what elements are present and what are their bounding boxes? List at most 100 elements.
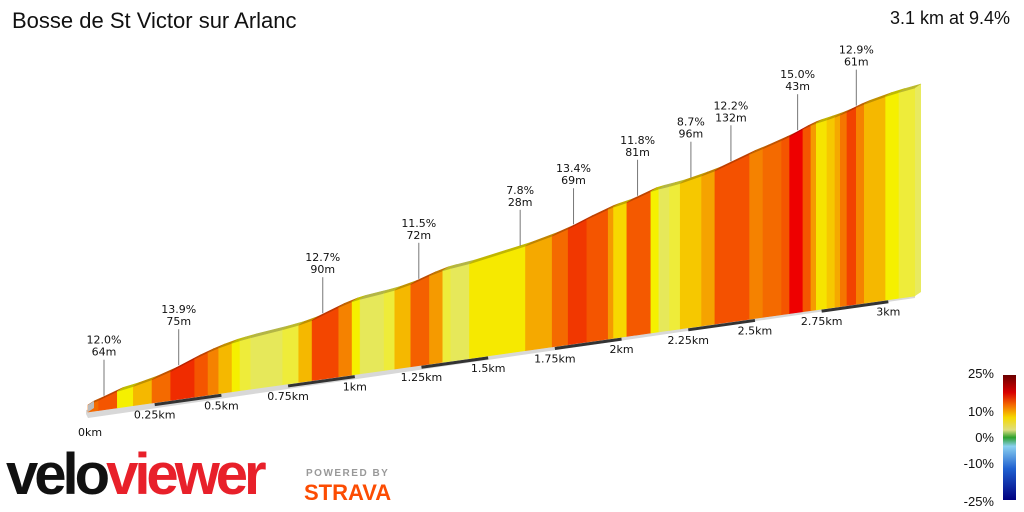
gradient-segment	[781, 136, 790, 316]
gradient-segment	[826, 116, 836, 309]
legend-label: 0%	[975, 430, 994, 445]
gradient-segment	[98, 390, 118, 411]
gradient-segment	[359, 292, 385, 375]
gradient-segment	[626, 191, 652, 337]
annotation-length: 96m	[679, 128, 704, 141]
x-tick-label: 1.25km	[401, 371, 443, 384]
gradient-segment	[856, 103, 865, 305]
x-tick-label: 3km	[876, 306, 900, 319]
gradient-segment	[207, 347, 220, 396]
gradient-segment	[239, 337, 252, 392]
gradient-segment	[669, 183, 681, 331]
gradient-segment	[815, 119, 828, 311]
annotation-gradient: 12.9%	[839, 44, 874, 57]
x-tick-label: 1.75km	[534, 353, 576, 366]
distance-band	[421, 356, 489, 369]
x-tick-label: 0km	[78, 426, 102, 439]
annotation-gradient: 7.8%	[506, 184, 534, 197]
profile-start-face	[88, 401, 94, 412]
annotation-gradient: 13.9%	[161, 303, 196, 316]
distance-band	[821, 300, 889, 313]
annotation-gradient: 13.4%	[556, 162, 591, 175]
gradient-segment	[802, 124, 812, 313]
gradient-segment	[898, 87, 916, 299]
legend-label: -10%	[963, 456, 994, 471]
gradient-segment	[383, 289, 396, 371]
gradient-segment	[250, 329, 284, 390]
gradient-segment	[218, 342, 233, 395]
gradient-segment	[613, 202, 628, 339]
gradient-segment	[551, 228, 569, 348]
gradient-segment	[469, 245, 526, 359]
gradient-segment	[679, 175, 702, 330]
annotation-gradient: 8.7%	[677, 116, 705, 129]
gradient-segment	[650, 188, 660, 334]
distance-band	[154, 393, 222, 407]
gradient-segment	[429, 270, 444, 365]
gradient-segment	[607, 206, 614, 340]
gradient-segment	[231, 340, 241, 393]
gradient-segment	[450, 263, 470, 362]
gradient-segment	[442, 268, 452, 363]
annotation-length: 132m	[715, 111, 747, 124]
annotation-length: 43m	[785, 80, 810, 93]
x-tick-label: 2.25km	[667, 334, 709, 347]
annotation-gradient: 12.0%	[87, 334, 122, 347]
gradient-segment	[658, 186, 670, 333]
gradient-segment	[864, 96, 886, 304]
gradient-segment	[762, 139, 782, 318]
gradient-segment	[834, 114, 841, 308]
gradient-segment	[846, 107, 857, 306]
annotation-length: 69m	[561, 174, 586, 187]
annotation-gradient: 11.5%	[401, 217, 436, 230]
gradient-segment	[410, 275, 430, 368]
annotation-gradient: 11.8%	[620, 134, 655, 147]
gradient-segment	[567, 218, 588, 345]
distance-band	[688, 318, 756, 332]
annotation-gradient: 15.0%	[780, 68, 815, 81]
gradient-segment	[714, 153, 750, 325]
distance-band	[287, 375, 355, 388]
x-tick-label: 1km	[343, 381, 367, 394]
profile-end-face	[915, 84, 921, 296]
annotation-length: 61m	[844, 56, 869, 69]
logo-text-viewer: viewer	[106, 442, 267, 507]
gradient-segment	[282, 324, 300, 386]
gradient-segment	[789, 128, 804, 314]
annotation-length: 72m	[406, 229, 431, 242]
powered-by-label: POWERED BY	[306, 468, 390, 479]
x-tick-label: 0.75km	[267, 390, 309, 403]
x-tick-label: 0.5km	[204, 399, 239, 412]
veloviewer-logo[interactable]: veloviewer	[6, 446, 267, 504]
gradient-segment	[525, 235, 553, 351]
x-tick-label: 2.5km	[738, 324, 773, 337]
climb-title: Bosse de St Victor sur Arlanc	[12, 8, 297, 33]
x-tick-label: 0.25km	[134, 409, 176, 422]
gradient-segment	[194, 352, 209, 398]
gradient-segment	[885, 92, 900, 301]
strava-logo[interactable]: STRAVA	[304, 480, 392, 505]
x-tick-label: 2km	[610, 343, 634, 356]
logo-text-velo: velo	[6, 442, 110, 507]
gradient-segment	[749, 148, 764, 320]
annotation-length: 90m	[310, 263, 335, 276]
gradient-segment	[394, 284, 412, 370]
annotation-length: 28m	[508, 196, 533, 209]
annotation-length: 75m	[166, 315, 191, 328]
legend-label: -25%	[963, 494, 994, 509]
gradient-segment	[840, 111, 848, 307]
gradient-legend-bar	[1003, 375, 1016, 500]
annotation-gradient: 12.7%	[305, 251, 340, 264]
gradient-segment	[151, 370, 171, 404]
x-tick-label: 2.75km	[801, 315, 843, 328]
gradient-segment	[701, 170, 716, 327]
x-tick-label: 1.5km	[471, 362, 506, 375]
legend-label: 25%	[967, 366, 994, 381]
gradient-segment	[298, 320, 313, 383]
annotation-length: 81m	[625, 146, 650, 159]
gradient-segment	[586, 208, 609, 343]
distance-band	[554, 337, 622, 351]
climb-summary: 3.1 km at 9.4%	[889, 8, 1010, 28]
gradient-segment	[810, 122, 817, 311]
legend-label: 10%	[967, 404, 994, 419]
